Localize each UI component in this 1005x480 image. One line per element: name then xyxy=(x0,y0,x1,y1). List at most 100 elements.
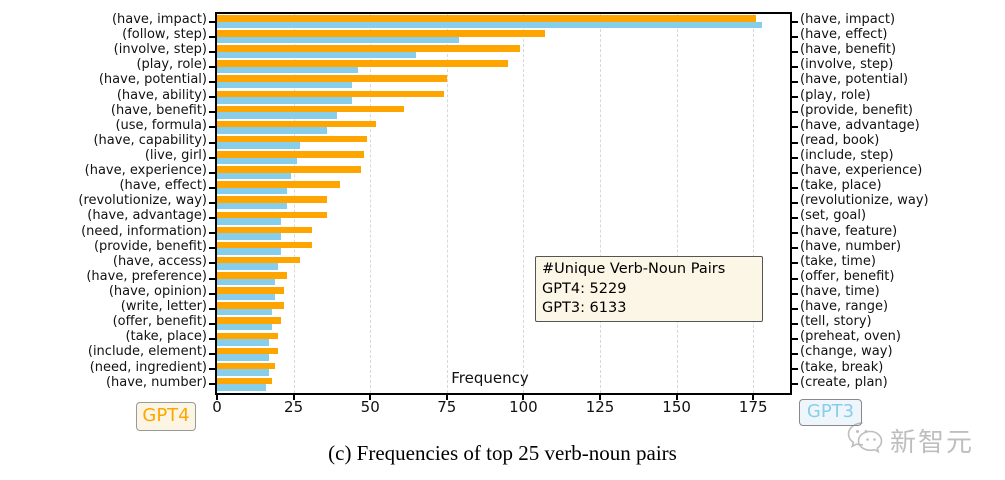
verb-noun-pair-label-gpt4: (need, information) xyxy=(81,223,207,239)
gpt4-bar xyxy=(217,226,312,234)
verb-noun-pair-label-gpt4: (have, impact) xyxy=(111,12,207,27)
y-tick-left xyxy=(209,232,215,235)
gpt4-bar xyxy=(217,211,328,219)
verb-noun-pair-label-gpt3: (provide, benefit) xyxy=(800,102,914,118)
verb-noun-pair-label-gpt3: (involve, step) xyxy=(800,57,894,73)
verb-noun-pair-label-gpt3: (take, place) xyxy=(800,178,882,194)
gridline-175 xyxy=(753,14,755,393)
verb-noun-pair-label-gpt3: (tell, story) xyxy=(800,314,872,330)
verb-noun-pair-label-gpt4: (write, letter) xyxy=(120,299,207,315)
gpt4-bar xyxy=(217,75,447,82)
y-tick-left xyxy=(209,202,215,204)
gpt4-bar xyxy=(217,135,368,143)
gpt4-bar xyxy=(217,60,509,67)
verb-noun-pair-label-gpt4: (take, place) xyxy=(125,329,207,345)
verb-noun-pair-label-gpt3: (revolutionize, way) xyxy=(800,193,929,209)
y-tick-left xyxy=(209,35,215,38)
gpt3-bar xyxy=(217,97,352,104)
x-tick-label: 150 xyxy=(662,398,691,416)
gpt4-bar xyxy=(217,347,279,355)
x-tick xyxy=(752,395,755,400)
y-tick-left xyxy=(209,262,215,265)
y-tick-right xyxy=(792,50,798,53)
y-tick-right xyxy=(792,307,798,310)
y-tick-right xyxy=(792,111,798,114)
x-tick-label: 0 xyxy=(212,398,222,416)
verb-noun-pair-label-gpt3: (preheat, oven) xyxy=(800,329,901,345)
x-tick xyxy=(216,395,218,400)
x-tick xyxy=(675,395,678,400)
verb-noun-pair-label-gpt4: (need, ingredient) xyxy=(89,359,207,375)
gpt4-bar xyxy=(217,30,545,37)
verb-noun-pair-label-gpt3: (have, range) xyxy=(800,299,889,315)
y-tick-right xyxy=(792,247,798,250)
gpt3-bar xyxy=(217,66,358,74)
verb-noun-pair-label-gpt3: (have, potential) xyxy=(800,72,909,88)
annotation-gpt3-count: GPT3: 6133 xyxy=(542,300,627,316)
gpt3-bar xyxy=(217,308,273,316)
gpt4-bar xyxy=(217,90,444,98)
verb-noun-pair-label-gpt4: (provide, benefit) xyxy=(93,238,207,254)
verb-noun-pair-label-gpt3: (take, break) xyxy=(800,359,884,375)
gpt4-bar xyxy=(217,120,377,128)
y-tick-right xyxy=(792,353,798,356)
gpt4-bar xyxy=(217,105,404,113)
x-tick-label: 175 xyxy=(738,398,768,416)
verb-noun-pair-label-gpt3: (offer, benefit) xyxy=(800,268,895,284)
x-axis-label: Frequency xyxy=(451,369,529,387)
gpt3-bar xyxy=(217,263,279,270)
verb-noun-pair-label-gpt4: (use, formula) xyxy=(115,117,207,133)
gridline-150 xyxy=(676,14,678,393)
gpt3-bar xyxy=(217,218,282,225)
gpt4-bar xyxy=(217,256,300,264)
y-tick-left xyxy=(209,111,215,114)
x-tick-label: 75 xyxy=(437,398,457,416)
gpt3-bar xyxy=(217,187,288,195)
y-tick-right xyxy=(792,20,798,23)
y-tick-right xyxy=(792,292,798,295)
gpt3-bar xyxy=(217,293,276,301)
plot-area xyxy=(215,12,792,395)
verb-noun-pair-label-gpt3: (create, plan) xyxy=(800,374,888,390)
gpt4-bar xyxy=(217,151,365,158)
verb-noun-pair-label-gpt3: (have, effect) xyxy=(800,27,888,43)
x-tick-label: 50 xyxy=(360,398,380,416)
gpt4-bar xyxy=(217,317,282,324)
y-tick-right xyxy=(792,368,798,371)
gpt3-bar xyxy=(217,157,297,165)
verb-noun-pair-label-gpt3: (have, feature) xyxy=(800,223,898,239)
gpt4-bar xyxy=(217,166,362,173)
verb-noun-pair-label-gpt4: (have, advantage) xyxy=(87,208,207,224)
y-tick-left xyxy=(209,292,215,295)
y-tick-right xyxy=(792,126,798,129)
x-tick xyxy=(522,395,525,400)
y-tick-left xyxy=(209,65,215,68)
verb-noun-pair-label-gpt4: (have, preference) xyxy=(86,268,207,284)
verb-noun-pair-label-gpt3: (take, time) xyxy=(800,253,876,269)
verb-noun-pair-label-gpt4: (live, girl) xyxy=(144,147,207,163)
gpt4-bar xyxy=(217,45,521,52)
y-tick-left xyxy=(209,383,215,386)
y-tick-right xyxy=(792,156,798,159)
verb-noun-pair-label-gpt3: (include, step) xyxy=(800,147,894,163)
y-tick-right xyxy=(792,322,798,325)
gpt3-bar xyxy=(217,112,337,119)
verb-noun-pair-label-gpt4: (revolutionize, way) xyxy=(78,193,207,209)
gpt3-bar xyxy=(217,233,282,240)
verb-noun-pair-label-gpt3: (have, experience) xyxy=(800,163,923,179)
y-tick-left xyxy=(209,338,215,341)
annotation-gpt4-count: GPT4: 5229 xyxy=(542,280,627,297)
verb-noun-pair-label-gpt4: (play, role) xyxy=(136,57,207,73)
verb-noun-pair-label-gpt4: (have, access) xyxy=(112,253,207,269)
gpt3-bar xyxy=(217,36,460,44)
gpt4-bar xyxy=(217,302,285,309)
gpt3-bar xyxy=(217,21,763,28)
verb-noun-pair-label-gpt4: (have, capability) xyxy=(93,132,207,148)
gpt4-bar xyxy=(217,181,340,188)
verb-noun-pair-label-gpt4: (have, ability) xyxy=(116,87,207,103)
verb-noun-pair-label-gpt3: (set, goal) xyxy=(800,208,867,224)
gpt4-bar xyxy=(217,196,328,203)
y-tick-right xyxy=(792,35,798,38)
verb-noun-pair-label-gpt3: (have, benefit) xyxy=(800,42,897,58)
y-tick-right xyxy=(792,217,798,220)
